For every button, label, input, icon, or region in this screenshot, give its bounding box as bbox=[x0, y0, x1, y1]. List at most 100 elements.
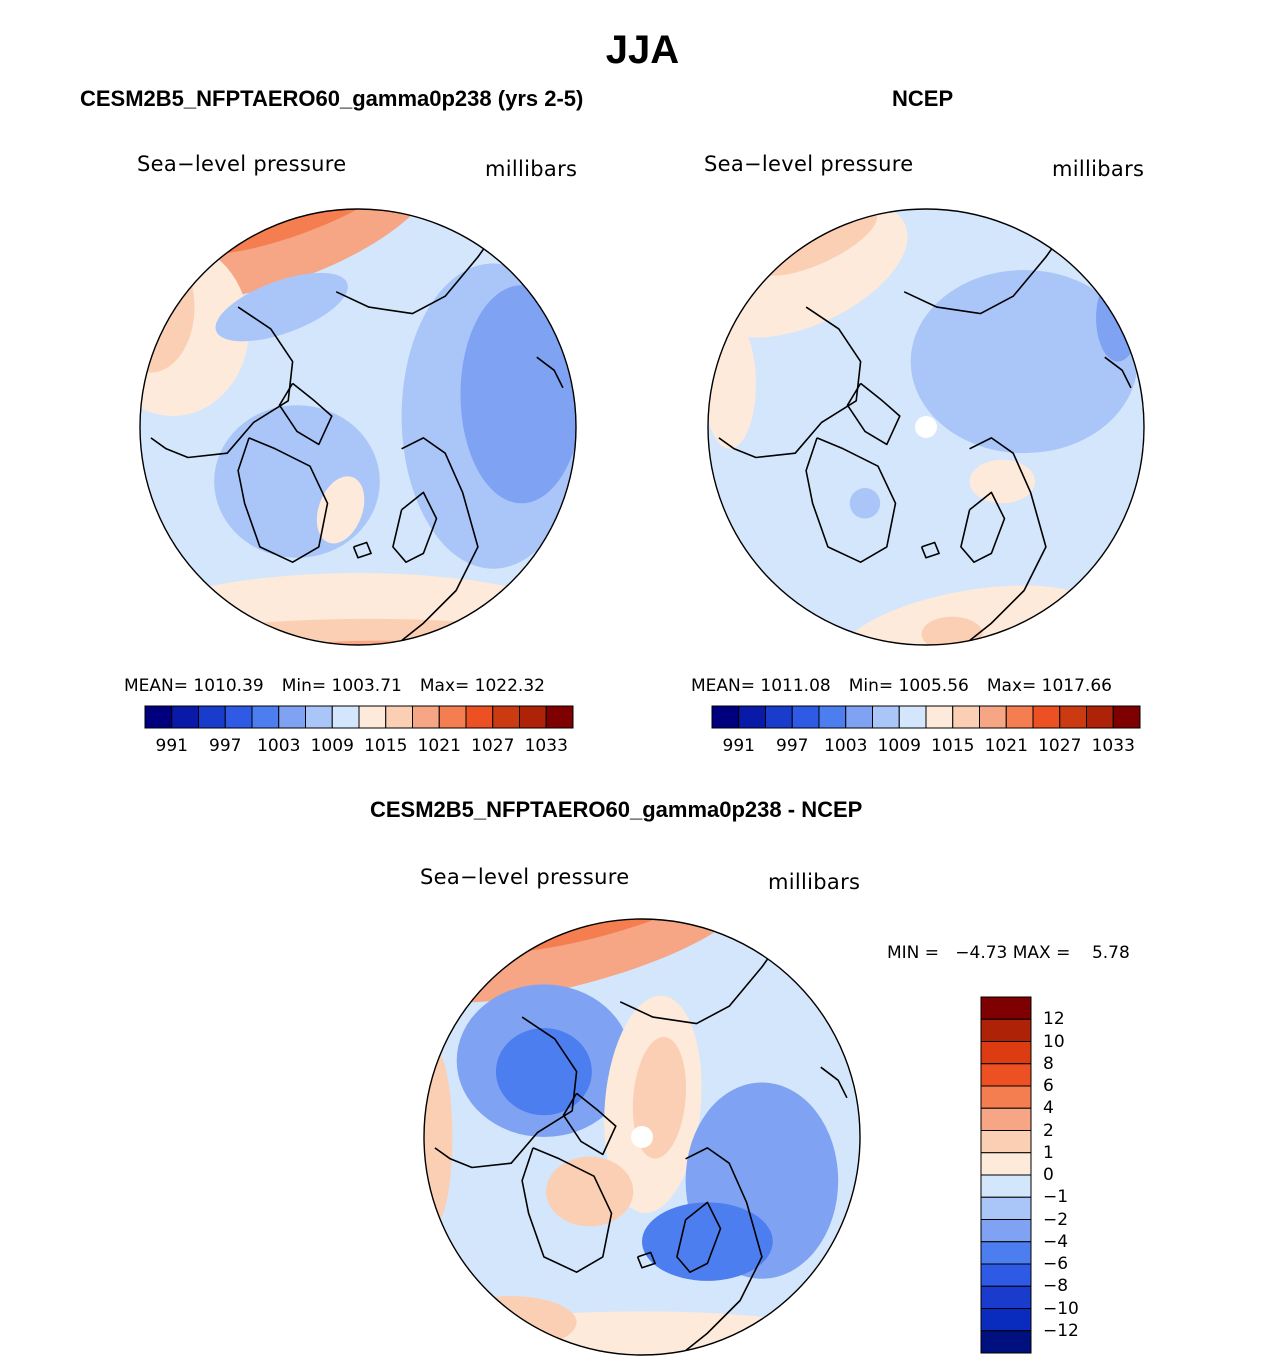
diff-colorbar-tick-label: 6 bbox=[1043, 1076, 1054, 1096]
coastline bbox=[676, 1201, 722, 1273]
diff-colorbar-tick-label: −2 bbox=[1043, 1209, 1069, 1230]
colorbar-box bbox=[1086, 705, 1114, 729]
coastline bbox=[1104, 356, 1132, 389]
diff-colorbar-tick-label: −12 bbox=[1043, 1320, 1079, 1341]
colorbar-box bbox=[952, 705, 980, 729]
coastline bbox=[685, 1147, 763, 1352]
coastline bbox=[619, 951, 774, 1025]
contour-region bbox=[316, 476, 365, 544]
colorbar-box bbox=[980, 1285, 1032, 1309]
coastline bbox=[392, 491, 438, 563]
obs-panel-title: NCEP bbox=[892, 86, 954, 111]
obs-colorbar: 991 997 1003 1009 1015 1021 1027 1033 bbox=[711, 705, 1141, 758]
model-colorbar-tick-label: 1033 bbox=[524, 736, 568, 756]
diff-polar-map bbox=[423, 918, 861, 1356]
coastline bbox=[903, 241, 1058, 315]
coastline bbox=[352, 541, 372, 559]
diff-colorbar-tick-label: 4 bbox=[1043, 1098, 1054, 1119]
obs-mean-value: 1011.08 bbox=[760, 676, 831, 696]
obs-variable-label: Sea−level pressure bbox=[704, 152, 914, 176]
colorbar-box bbox=[980, 1018, 1032, 1042]
model-mean-value: 1010.39 bbox=[193, 676, 264, 696]
colorbar-box bbox=[711, 705, 740, 729]
diff-colorbar-tick-label: 2 bbox=[1043, 1120, 1054, 1141]
colorbar-box bbox=[980, 1241, 1032, 1265]
colorbar-box bbox=[465, 705, 494, 729]
coastline bbox=[335, 241, 490, 315]
model-max-label: Max= bbox=[419, 676, 470, 696]
obs-polar-map bbox=[707, 208, 1145, 646]
colorbar-box bbox=[818, 705, 847, 729]
colorbar-box bbox=[278, 705, 306, 729]
colorbar-box bbox=[980, 1263, 1032, 1287]
map-boundary bbox=[139, 208, 577, 646]
coastline bbox=[536, 356, 564, 389]
colorbar-box bbox=[980, 1308, 1032, 1332]
colorbar-box bbox=[519, 705, 547, 729]
coastline bbox=[820, 1066, 848, 1099]
colorbar-box bbox=[980, 1063, 1032, 1087]
colorbar-box bbox=[872, 705, 900, 729]
colorbar-box bbox=[738, 705, 766, 729]
obs-max-label: Max= bbox=[986, 676, 1037, 696]
colorbar-box bbox=[1032, 705, 1061, 729]
contour-region bbox=[708, 317, 756, 449]
contour-region bbox=[445, 1296, 577, 1349]
coastline bbox=[434, 1016, 578, 1169]
model-panel-title: CESM2B5_NFPTAERO60_gamma0p238 (yrs 2-5) bbox=[80, 86, 584, 111]
diff-units-label: millibars bbox=[768, 870, 861, 894]
model-colorbar-tick-label: 1027 bbox=[471, 736, 515, 756]
coastline bbox=[920, 541, 940, 559]
coastline bbox=[846, 382, 901, 446]
contour-region bbox=[921, 616, 983, 645]
obs-min-label: Min= bbox=[848, 676, 894, 696]
diff-colorbar-tick-label: −1 bbox=[1043, 1187, 1069, 1208]
colorbar-box bbox=[251, 705, 280, 729]
diff-colorbar-tick-label: 10 bbox=[1043, 1031, 1065, 1052]
obs-max-value: 1017.66 bbox=[1041, 676, 1112, 696]
contour-region bbox=[140, 241, 195, 373]
colorbar-box bbox=[980, 996, 1032, 1020]
contour-region bbox=[642, 1202, 773, 1281]
colorbar-box bbox=[980, 1219, 1032, 1243]
obs-stats: MEAN= 1011.08 Min= 1005.56 Max= 1017.66 bbox=[691, 676, 1112, 696]
coastline bbox=[401, 437, 479, 642]
obs-colorbar-tick-label: 1009 bbox=[877, 736, 921, 756]
colorbar-box bbox=[1059, 705, 1087, 729]
model-units-label: millibars bbox=[485, 157, 578, 181]
contour-region bbox=[546, 1156, 634, 1227]
obs-colorbar-tick-label: 1003 bbox=[824, 736, 868, 756]
colorbar-box bbox=[492, 705, 520, 729]
coastline bbox=[562, 1092, 617, 1156]
diff-colorbar-tick-label: 8 bbox=[1043, 1053, 1054, 1074]
obs-min-value: 1005.56 bbox=[898, 676, 969, 696]
model-colorbar-tick-label: 997 bbox=[209, 736, 242, 756]
colorbar-box bbox=[845, 705, 873, 729]
obs-colorbar-tick-label: 997 bbox=[776, 736, 809, 756]
colorbar-box bbox=[791, 705, 820, 729]
diff-colorbar-tick-label: −8 bbox=[1043, 1276, 1069, 1297]
model-colorbar-tick-label: 1021 bbox=[417, 736, 461, 756]
coastline bbox=[969, 437, 1047, 642]
model-max-value: 1022.32 bbox=[474, 676, 545, 696]
diff-colorbar-tick-label: 0 bbox=[1043, 1165, 1054, 1185]
model-colorbar: 991 997 1003 1009 1015 1021 1027 1033 bbox=[144, 705, 574, 758]
model-colorbar-tick-label: 1003 bbox=[257, 736, 301, 756]
model-colorbar-tick-label: 991 bbox=[155, 736, 188, 756]
diff-panel-title: CESM2B5_NFPTAERO60_gamma0p238 - NCEP bbox=[370, 797, 863, 822]
colorbar-box bbox=[144, 705, 173, 729]
coastline bbox=[960, 491, 1006, 563]
pole-hole bbox=[915, 416, 937, 438]
coastline bbox=[521, 1147, 613, 1273]
coastline bbox=[237, 437, 329, 563]
colorbar-box bbox=[385, 705, 413, 729]
obs-colorbar-tick-label: 1027 bbox=[1038, 736, 1082, 756]
colorbar-box bbox=[438, 705, 467, 729]
contour-region bbox=[910, 270, 1138, 454]
pole-hole bbox=[631, 1126, 653, 1148]
contour-region bbox=[445, 1311, 839, 1355]
colorbar-box bbox=[1005, 705, 1034, 729]
model-colorbar-tick-label: 1015 bbox=[364, 736, 408, 756]
map-boundary bbox=[707, 208, 1145, 646]
contour-region bbox=[460, 285, 576, 504]
